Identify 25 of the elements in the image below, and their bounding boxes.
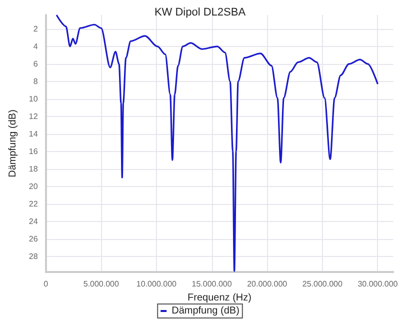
y-tick-label: 18	[28, 164, 38, 174]
x-tick-label: 5.000.000	[83, 280, 120, 288]
y-tick-label: 22	[28, 199, 38, 208]
y-tick-label: 14	[28, 129, 38, 138]
y-tick-label: 8	[33, 76, 38, 86]
x-axis-title: Frequenz (Hz)	[188, 292, 252, 304]
y-tick-label: 2	[33, 24, 38, 34]
y-tick-label: 20	[28, 182, 38, 191]
x-tick-label: 15.000.000	[192, 280, 232, 288]
y-tick-label: 28	[28, 252, 38, 261]
x-tick-label: 10.000.000	[136, 280, 178, 288]
x-tick-label: 20.000.000	[247, 280, 288, 288]
legend-label: Dämpfung (dB)	[172, 306, 240, 316]
y-tick-label: 4	[33, 42, 38, 51]
x-tick-label: 30.000.000	[358, 280, 398, 288]
y-tick-label: 10	[28, 94, 38, 104]
y-tick-label: 6	[33, 59, 38, 68]
y-tick-label: 26	[28, 234, 38, 244]
x-tick-label: 25.000.000	[302, 280, 343, 288]
y-tick-label: 12	[28, 112, 38, 121]
y-axis-title: Dämpfung (dB)	[8, 110, 18, 178]
y-tick-label: 16	[28, 146, 38, 156]
y-tick-label: 24	[28, 216, 38, 226]
chart-title: KW Dipol DL2SBA	[154, 6, 246, 18]
x-tick-label: 0	[44, 280, 49, 288]
